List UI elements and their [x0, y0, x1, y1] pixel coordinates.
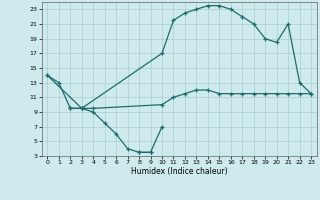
X-axis label: Humidex (Indice chaleur): Humidex (Indice chaleur)	[131, 167, 228, 176]
